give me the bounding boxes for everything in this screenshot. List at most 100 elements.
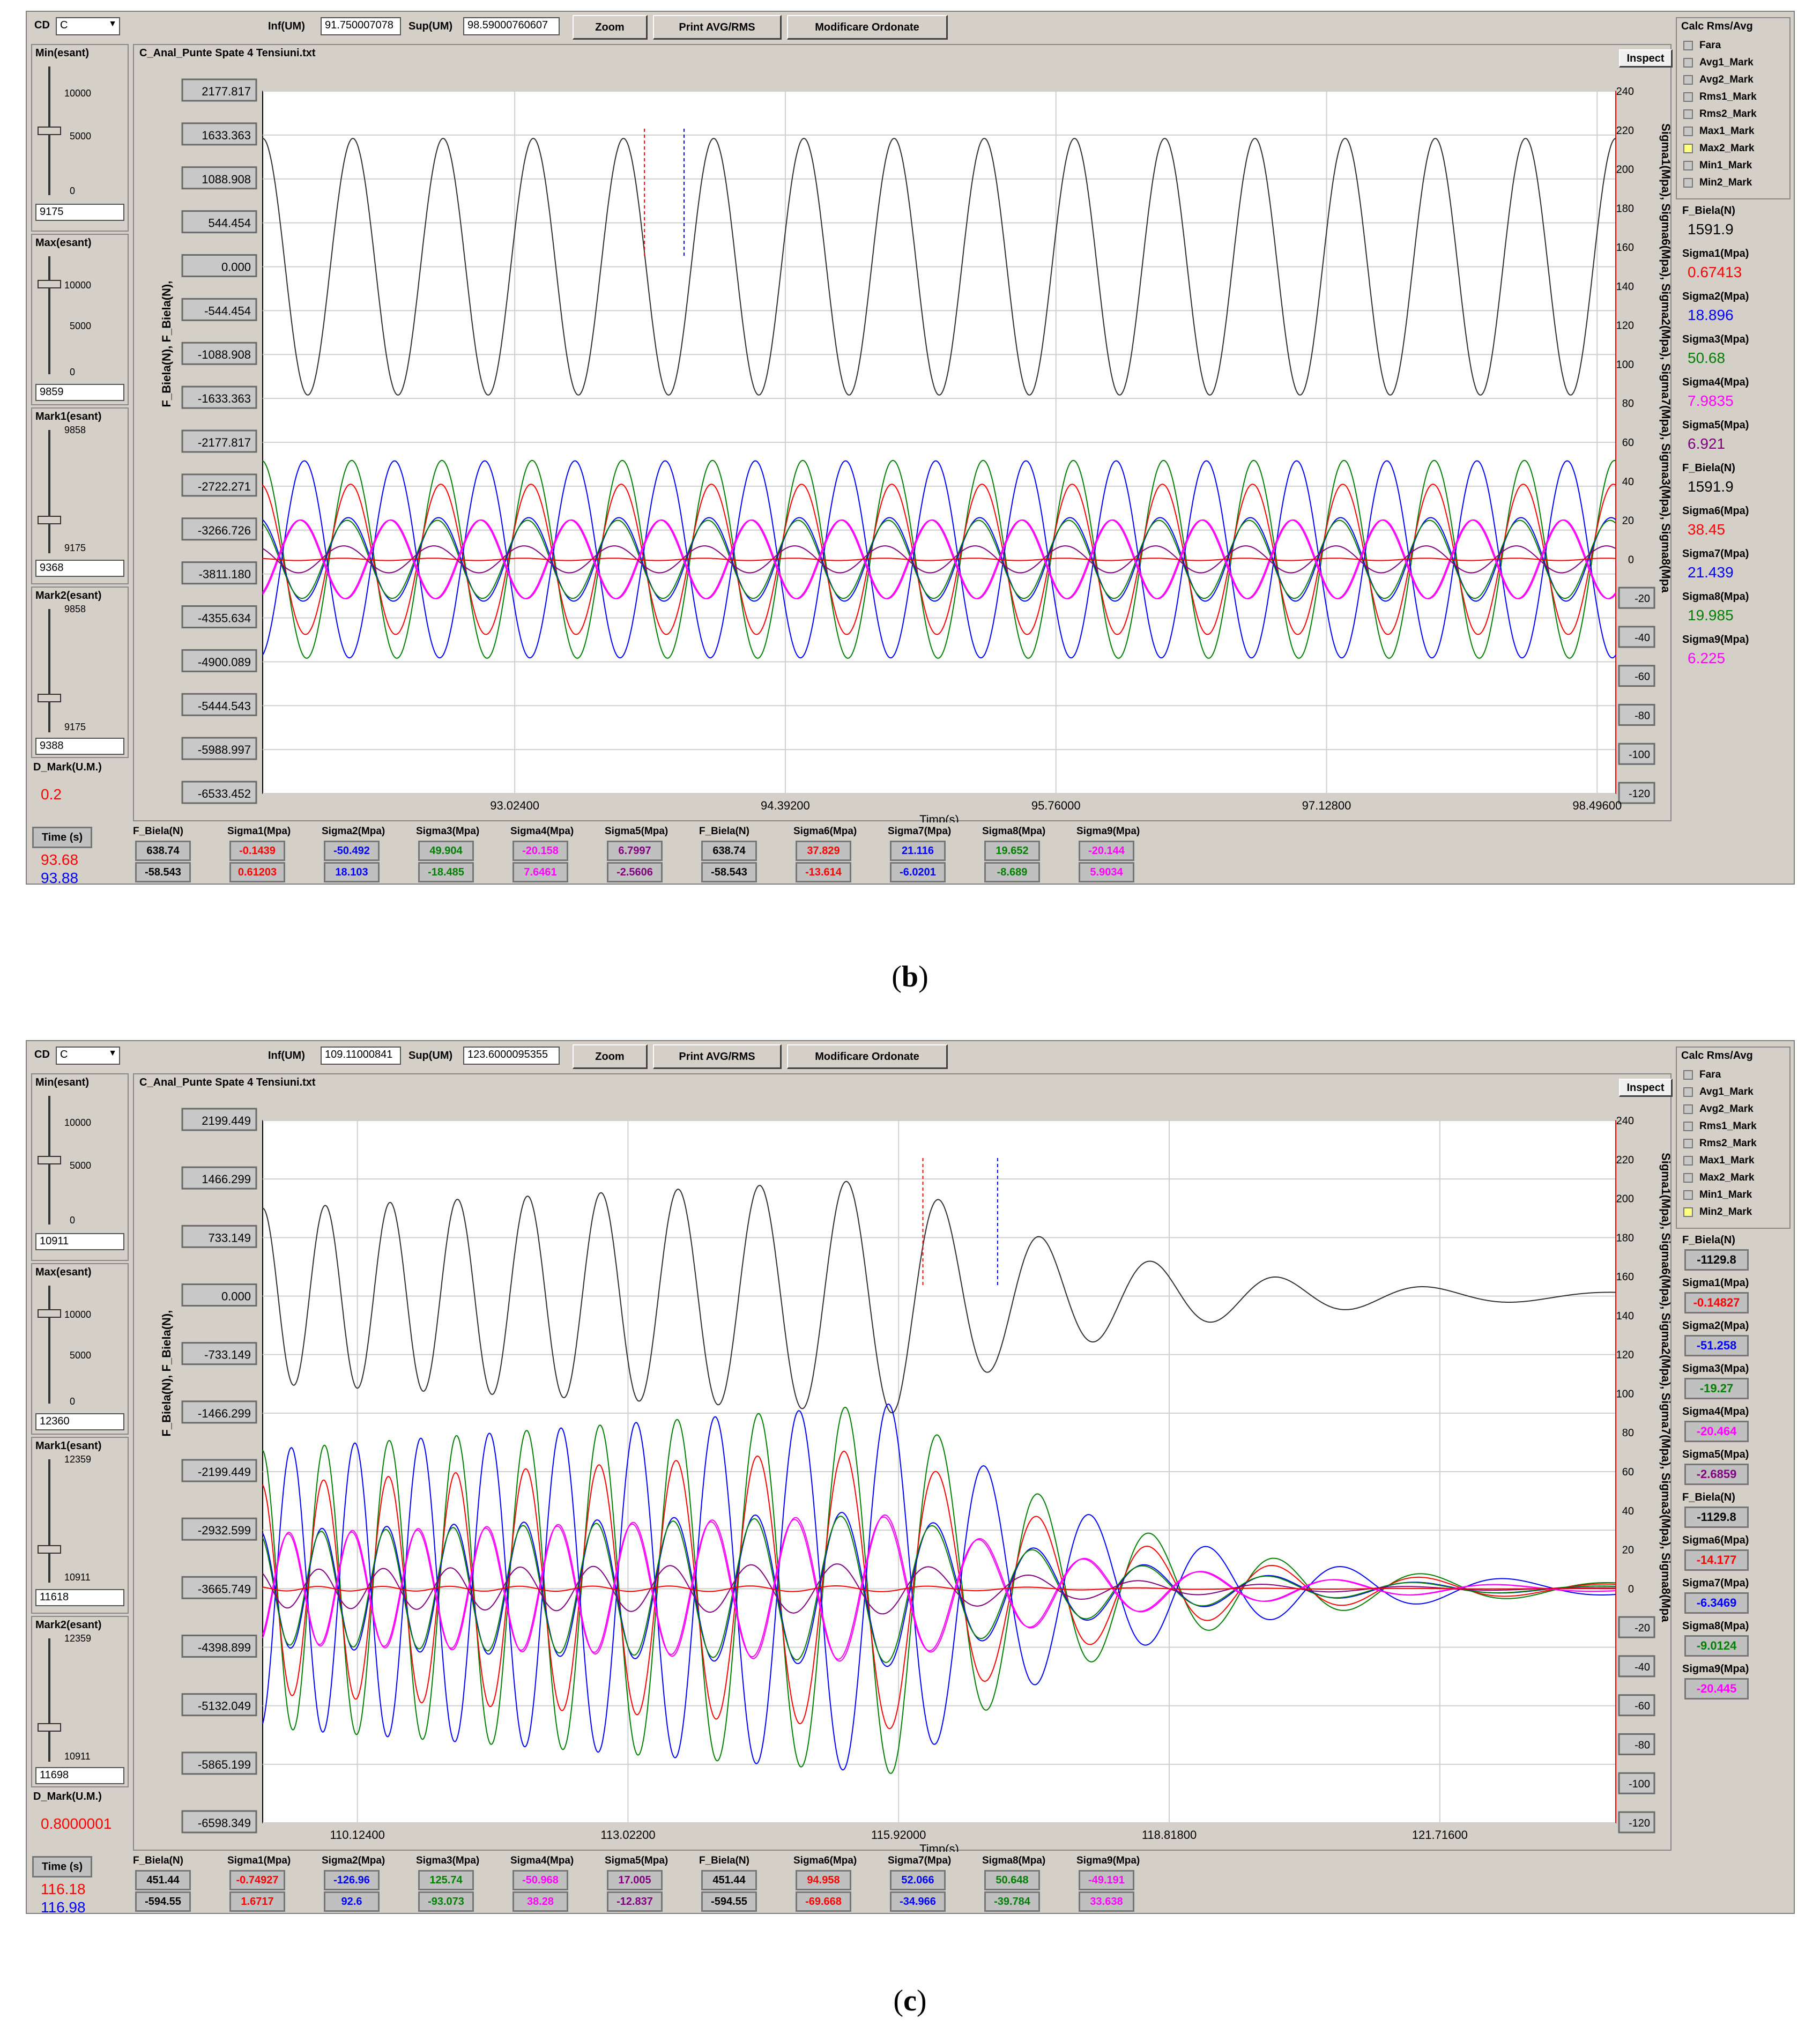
caption-letter: b <box>901 960 919 993</box>
calc-option-min1-mark[interactable]: Min1_Mark <box>1683 1189 1752 1201</box>
min-slider-thumb[interactable] <box>38 127 61 135</box>
mark2-slider-thumb[interactable] <box>38 1723 61 1732</box>
calc-option-max1-mark[interactable]: Max1_Mark <box>1683 1155 1754 1167</box>
calc-option-rms2-mark[interactable]: Rms2_Mark <box>1683 108 1757 120</box>
left-tick-label: 2177.817 <box>202 85 251 98</box>
inf-input[interactable]: 91.750007078 <box>321 17 401 35</box>
radio-icon[interactable] <box>1683 177 1693 188</box>
calc-option-min2-mark[interactable]: Min2_Mark <box>1683 1206 1752 1218</box>
zoom-button[interactable]: Zoom <box>573 1044 648 1069</box>
sup-input[interactable]: 98.59000760607 <box>463 17 560 35</box>
zoom-button[interactable]: Zoom <box>573 15 648 40</box>
readout-name: Sigma6(Mpa) <box>1682 1534 1749 1546</box>
mark1-value-input[interactable]: 9368 <box>35 560 124 577</box>
radio-icon[interactable] <box>1683 1121 1693 1131</box>
inf-input[interactable]: 109.11000841 <box>321 1047 401 1065</box>
max-value-input[interactable]: 12360 <box>35 1413 124 1430</box>
calc-option-fara[interactable]: Fara <box>1683 1069 1721 1081</box>
right-tick-label: -60 <box>1635 1701 1650 1712</box>
mark2-value-input[interactable]: 9388 <box>35 738 124 755</box>
radio-icon[interactable] <box>1683 1172 1693 1183</box>
sup-input[interactable]: 123.6000095355 <box>463 1047 560 1065</box>
radio-icon[interactable] <box>1683 1087 1693 1097</box>
series-line-sigma1-mpa- <box>262 558 1616 561</box>
left-tick: -2932.599 <box>181 1517 257 1541</box>
max-slider-track[interactable] <box>48 256 50 374</box>
table-header: Sigma3(Mpa) <box>416 1855 480 1866</box>
radio-icon[interactable] <box>1683 1104 1693 1114</box>
chevron-down-icon[interactable]: ▼ <box>108 19 117 28</box>
max-slider-track[interactable] <box>48 1286 50 1404</box>
readout-name: Sigma8(Mpa) <box>1682 1620 1749 1632</box>
mark2-slider-track[interactable] <box>48 1638 50 1762</box>
calc-option-max1-mark[interactable]: Max1_Mark <box>1683 125 1754 137</box>
calc-option-rms1-mark[interactable]: Rms1_Mark <box>1683 91 1757 103</box>
mark1-slider-track[interactable] <box>48 430 50 553</box>
left-axis-label: F_Biela(N), F_Biela(N), <box>160 281 173 407</box>
radio-icon[interactable] <box>1683 160 1693 170</box>
table-cell: -58.543 <box>701 862 757 882</box>
calc-option-max2-mark[interactable]: Max2_Mark <box>1683 143 1754 154</box>
calc-option-min2-mark[interactable]: Min2_Mark <box>1683 177 1752 189</box>
print-avg-rms-button[interactable]: Print AVG/RMS <box>653 1044 782 1069</box>
max-value-input[interactable]: 9859 <box>35 384 124 401</box>
calc-option-max2-mark[interactable]: Max2_Mark <box>1683 1172 1754 1184</box>
right-tick-label: 180 <box>1616 203 1634 214</box>
calc-option-avg2-mark[interactable]: Avg2_Mark <box>1683 1103 1754 1115</box>
left-tick: -5132.049 <box>181 1693 257 1717</box>
cd-select[interactable]: C ▼ <box>56 17 120 35</box>
calc-option-rms2-mark[interactable]: Rms2_Mark <box>1683 1138 1757 1149</box>
radio-icon[interactable] <box>1683 75 1693 85</box>
radio-icon[interactable] <box>1683 1070 1693 1080</box>
max-tick-high: 10000 <box>64 1309 92 1320</box>
print-avg-rms-button[interactable]: Print AVG/RMS <box>653 15 782 40</box>
calc-option-fara[interactable]: Fara <box>1683 40 1721 51</box>
max-tick-mid: 5000 <box>70 321 92 331</box>
min-slider-thumb[interactable] <box>38 1156 61 1164</box>
chevron-down-icon[interactable]: ▼ <box>108 1049 117 1058</box>
max-slider-thumb[interactable] <box>38 280 61 288</box>
radio-icon[interactable] <box>1683 1207 1693 1217</box>
mark2-slider-track[interactable] <box>48 609 50 732</box>
mark1-value-input[interactable]: 11618 <box>35 1589 124 1606</box>
calc-option-avg2-mark[interactable]: Avg2_Mark <box>1683 74 1754 86</box>
dmark-label: D_Mark(U.M.) <box>33 761 102 773</box>
calc-option-rms1-mark[interactable]: Rms1_Mark <box>1683 1120 1757 1132</box>
radio-icon[interactable] <box>1683 1138 1693 1148</box>
radio-icon[interactable] <box>1683 109 1693 119</box>
mark1-slider-track[interactable] <box>48 1459 50 1583</box>
chart-svg[interactable]: 2177.817 1633.363 1088.908 544.454 0.000 -544… <box>134 45 1673 822</box>
inspect-button[interactable]: Inspect <box>1619 1079 1673 1097</box>
right-tick-label: 100 <box>1616 359 1634 370</box>
calc-option-avg1-mark[interactable]: Avg1_Mark <box>1683 1086 1754 1098</box>
right-tick-box <box>1618 626 1655 648</box>
modify-ordinates-button[interactable]: Modificare Ordonate <box>787 1044 948 1069</box>
calc-option-avg1-mark[interactable]: Avg1_Mark <box>1683 57 1754 69</box>
min-value-input[interactable]: 10911 <box>35 1233 124 1250</box>
calc-option-label: Avg2_Mark <box>1699 1103 1754 1115</box>
cd-select[interactable]: C ▼ <box>56 1047 120 1065</box>
radio-icon[interactable] <box>1683 92 1693 102</box>
chart-svg[interactable]: 2199.449 1466.299 733.149 0.000 -733.149 -146… <box>134 1074 1673 1852</box>
table-cell: 52.066 <box>890 1870 946 1890</box>
radio-icon[interactable] <box>1683 143 1693 153</box>
max-slider-thumb[interactable] <box>38 1309 61 1318</box>
calc-option-min1-mark[interactable]: Min1_Mark <box>1683 160 1752 172</box>
mark2-slider-thumb[interactable] <box>38 694 61 702</box>
modify-ordinates-button[interactable]: Modificare Ordonate <box>787 15 948 40</box>
radio-icon[interactable] <box>1683 126 1693 136</box>
min-value-input[interactable]: 9175 <box>35 204 124 221</box>
mark1-slider-thumb[interactable] <box>38 1545 61 1554</box>
radio-icon[interactable] <box>1683 1155 1693 1166</box>
inf-label: Inf(UM) <box>268 1050 305 1062</box>
inspect-button[interactable]: Inspect <box>1619 49 1673 68</box>
max-tick-high: 10000 <box>64 280 92 291</box>
radio-icon[interactable] <box>1683 57 1693 68</box>
mark2-value-input[interactable]: 11698 <box>35 1767 124 1784</box>
time-cursor2: 116.98 <box>41 1899 86 1916</box>
radio-icon[interactable] <box>1683 1190 1693 1200</box>
left-tick: -3811.180 <box>181 561 257 585</box>
radio-icon[interactable] <box>1683 40 1693 50</box>
table-cell: -13.614 <box>796 862 851 882</box>
mark1-slider-thumb[interactable] <box>38 516 61 524</box>
